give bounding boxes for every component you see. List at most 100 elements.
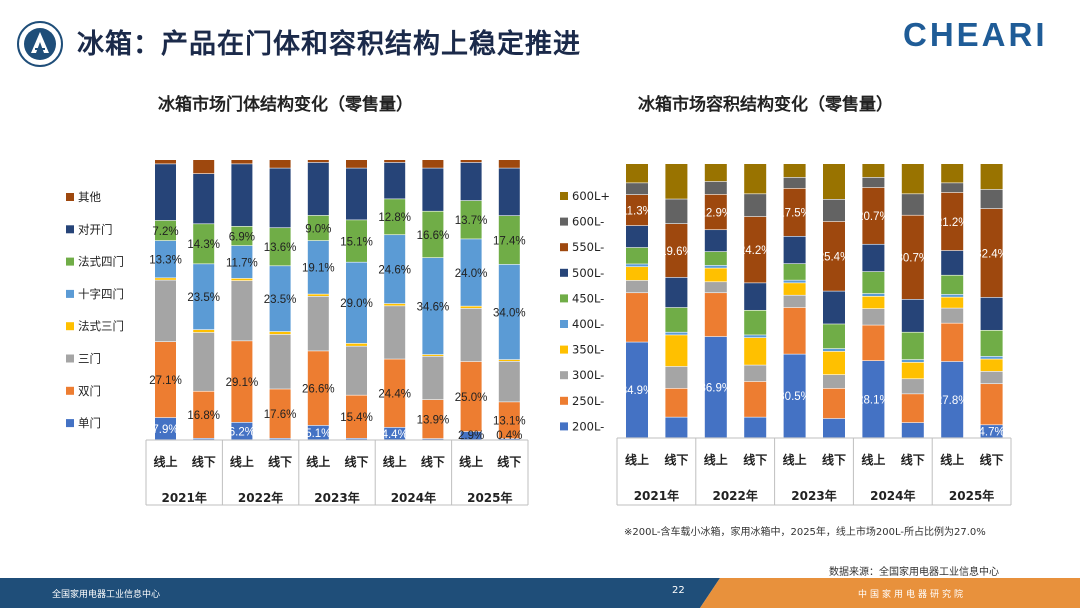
volume-bar-segment [665,417,688,438]
door-legend-swatch [66,386,74,395]
door-data-label: 23.5% [187,292,220,304]
volume-legend-label: 200L- [572,419,604,433]
volume-bar-segment [980,356,1003,359]
door-data-label: 11.7% [226,257,258,269]
volume-legend-label: 350L- [572,343,604,357]
door-bar-segment [460,431,482,440]
door-structure-chart: 7.9% 6.2% 5.1% 4.4% 2.9% 0.4% 27.1% 16.8% 29.1% 1… [66,160,529,506]
volume-year-label: 2021年 [634,488,679,503]
door-bar-segment [269,160,291,168]
volume-data-label: 25.4% [818,252,851,264]
door-bar-segment [346,168,367,220]
volume-bar-segment [941,250,964,275]
volume-data-label: 30.7% [896,253,929,265]
door-bar-segment [460,306,482,309]
door-data-label: 9.0% [305,223,331,235]
door-bar-segment [231,280,253,341]
door-data-label: 12.8% [378,212,411,224]
door-bar-segment [498,402,520,439]
volume-bar-segment [626,280,648,293]
volume-bar-segment [626,342,648,438]
volume-bar-segment [626,164,648,183]
volume-bar-segment [823,221,845,291]
door-channel-label: 线下 [192,454,216,469]
volume-bar-segment [901,194,924,215]
volume-bar-segment [941,361,964,438]
door-legend-label: 其他 [78,190,101,204]
volume-legend-swatch [560,371,568,380]
door-legend-label: 对开门 [78,222,113,236]
volume-chart-title: 冰箱市场容积结构变化（零售量） [638,95,893,115]
volume-legend-swatch [560,217,568,226]
door-bar-segment [460,361,482,432]
volume-bar-segment [744,194,767,217]
volume-data-label: 24.2% [739,245,772,257]
volume-bar-segment [704,164,727,182]
volume-bar-segment [704,181,727,195]
door-bar-segment [384,235,406,304]
volume-bar-segment [626,194,648,226]
door-bar-segment [269,334,291,389]
door-data-label: 13.7% [455,215,488,227]
footer-institute: 中国家用电器研究院 [858,590,967,600]
door-bar-segment [346,438,367,440]
volume-bar-segment [783,177,806,189]
brand-logo: CHEARI [903,16,1048,53]
volume-bar-segment [941,294,964,297]
volume-legend-label: 600L+ [572,189,610,203]
door-data-label: 29.0% [340,298,373,310]
data-source: 数据来源：全国家用电器工业信息中心 [829,567,999,578]
volume-legend-swatch [560,422,568,431]
door-bar-segment [384,359,406,428]
door-year-label: 2025年 [467,490,512,505]
volume-data-label: 11.3% [621,205,653,217]
door-bar-segment [422,168,444,211]
door-data-label: 17.6% [264,409,297,421]
door-bar-segment [269,389,291,438]
door-data-label: 15.4% [340,412,373,424]
volume-bar-segment [704,293,727,337]
door-bar-segment [346,395,367,438]
volume-data-label: 36.9% [699,382,732,394]
door-data-label: 34.6% [417,301,450,313]
door-data-label: 13.9% [417,414,450,426]
door-channel-label: 线下 [344,454,368,469]
volume-bar-segment [862,361,885,438]
volume-bar-segment [862,244,885,272]
volume-bar-segment [665,388,688,417]
door-channel-label: 线上 [153,454,177,469]
door-data-label: 24.6% [378,264,411,276]
door-bar-segment [193,160,215,174]
door-legend-swatch [66,419,74,428]
volume-year-label: 2022年 [712,488,757,503]
door-bar-segment [498,216,520,265]
door-bar-segment [307,240,329,294]
door-data-label: 24.4% [378,389,411,401]
volume-bar-segment [744,310,767,335]
volume-bar-segment [901,332,924,360]
volume-bar-segment [783,307,806,354]
volume-bar-segment [744,216,767,283]
volume-bar-segment [665,332,688,335]
door-bar-segment [422,399,444,439]
door-bar-segment [269,168,291,228]
volume-bar-segment [823,388,845,419]
volume-bar-segment [783,283,806,295]
volume-bar-segment [980,359,1003,372]
volume-channel-label: 线下 [822,452,846,467]
door-bar-segment [155,417,176,440]
door-bar-segment [384,160,406,163]
page-title: 冰箱：产品在门体和容积结构上稳定推进 [77,29,581,60]
volume-channel-label: 线上 [940,452,964,467]
volume-bar-segment [941,275,964,295]
volume-bar-segment [704,251,727,266]
door-bar-segment [155,160,176,164]
door-bar-segment [231,278,253,281]
door-bar-segment [422,160,444,168]
volume-bar-segment [901,362,924,379]
volume-data-label: 30.5% [778,391,811,403]
door-data-label: 24.0% [455,268,488,280]
volume-bar-segment [744,283,767,310]
door-bar-segment [231,160,253,164]
volume-bar-segment [862,271,885,294]
